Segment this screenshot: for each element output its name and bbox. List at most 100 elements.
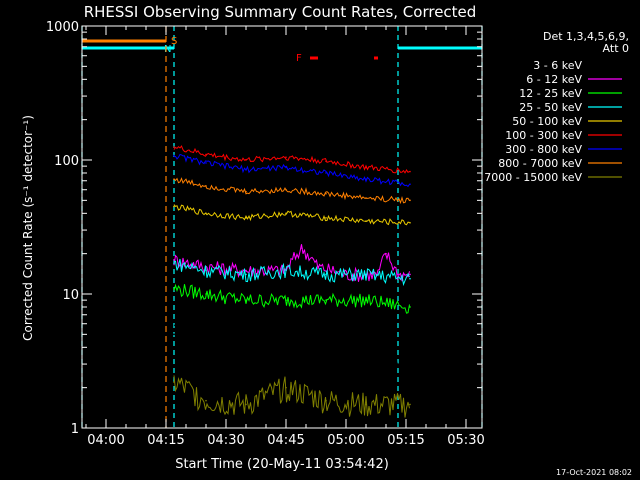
y-tick-label: 1000 (46, 20, 79, 35)
series-point (285, 212, 287, 215)
series-point (325, 339, 327, 342)
series-line-1 (173, 244, 410, 282)
series-point (409, 199, 411, 202)
series-line-6 (173, 153, 410, 188)
axes-layer: 1 10 100 1000 04:00 04:15 04:30 04:45 05:00 05:15… (46, 20, 485, 448)
series-point (365, 178, 367, 180)
series-point (173, 333, 175, 336)
series-point (173, 205, 175, 208)
series-point (245, 168, 247, 171)
series-point (325, 399, 327, 402)
series-point (245, 403, 247, 406)
y-axis-label: Corrected Count Rate (s⁻¹ detector⁻¹) (21, 115, 35, 341)
series-point (325, 273, 327, 276)
series-line-8 (173, 375, 410, 418)
series-point (305, 293, 307, 295)
x-tick-label: 05:15 (387, 433, 424, 448)
series-point (397, 363, 399, 365)
series-point (173, 178, 175, 180)
series-point (385, 252, 387, 255)
legend-entry-label: 300 - 800 keV (505, 143, 582, 156)
series-point (205, 185, 207, 187)
series-line-4 (173, 204, 410, 226)
series-point (285, 156, 287, 158)
series-point (325, 172, 327, 174)
legend-entry-label: 12 - 25 keV (519, 87, 582, 100)
series-point (301, 247, 303, 249)
legend-entry-label: 25 - 50 keV (519, 101, 582, 114)
series-point (245, 190, 247, 193)
series-point (409, 306, 411, 308)
series-point (365, 273, 367, 276)
x-axis-label: Start Time (20-May-11 03:54:42) (175, 457, 389, 472)
series-point (173, 154, 175, 157)
flare-flag-label: F (296, 53, 302, 64)
series-point (313, 333, 315, 336)
legend-entry-label: 7000 - 15000 keV (484, 171, 582, 184)
series-point (365, 299, 367, 301)
series-point (285, 299, 287, 301)
x-tick-label: 05:00 (327, 433, 364, 448)
night-flag-label: N (164, 44, 171, 55)
series-point (245, 159, 247, 161)
series-point (205, 293, 207, 295)
legend-entry-label: 6 - 12 keV (526, 73, 582, 86)
series-point (173, 262, 175, 264)
series-point (245, 217, 247, 219)
render-timestamp: 17-Oct-2021 08:02 (556, 468, 632, 477)
series-point (325, 299, 327, 301)
x-tick-label: 04:30 (207, 433, 244, 448)
series-layer (173, 145, 411, 418)
series-point (345, 343, 347, 346)
legend-header-line-1: Det 1,3,4,5,6,9, (543, 30, 629, 43)
series-point (173, 381, 175, 383)
series-point (409, 170, 411, 173)
x-tick-label: 04:15 (147, 433, 184, 448)
y-tick-label: 10 (62, 288, 79, 303)
series-point (205, 162, 207, 164)
legend-entry-label: 3 - 6 keV (533, 59, 582, 72)
plot-frame (81, 25, 483, 429)
y-tick-label: 1 (71, 422, 79, 437)
y-tick-label: 100 (54, 154, 79, 169)
series-point (205, 351, 207, 353)
series-point (409, 221, 411, 224)
legend-entry-label: 50 - 100 keV (512, 115, 582, 128)
series-point (205, 212, 207, 215)
series-point (205, 269, 207, 272)
series-point (285, 188, 287, 191)
series-point (173, 287, 175, 290)
series-point (205, 399, 207, 402)
series-point (409, 273, 411, 276)
series-point (245, 299, 247, 301)
series-point (325, 160, 327, 162)
x-tick-label: 05:30 (447, 433, 484, 448)
series-point (385, 339, 387, 342)
series-point (285, 349, 287, 352)
series-line-3 (173, 258, 410, 287)
legend-header-line-2: Att 0 (603, 42, 629, 55)
series-point (245, 269, 247, 272)
series-point (409, 277, 411, 280)
series-point (173, 146, 175, 148)
series-point (285, 386, 287, 389)
series-point (285, 166, 287, 169)
series-point (325, 192, 327, 195)
series-point (185, 346, 187, 349)
saa-flag-label: S (171, 36, 177, 47)
series-line-7 (173, 177, 410, 205)
series-point (409, 183, 411, 185)
series-point (325, 217, 327, 219)
series-point (365, 166, 367, 169)
series-point (245, 351, 247, 353)
legend-entry-label: 100 - 300 keV (505, 129, 582, 142)
series-point (225, 352, 227, 355)
x-tick-label: 04:45 (267, 433, 304, 448)
series-point (297, 339, 299, 342)
chart-title: RHESSI Observing Summary Count Rates, Co… (84, 3, 477, 21)
series-point (365, 403, 367, 406)
series-point (245, 273, 247, 276)
